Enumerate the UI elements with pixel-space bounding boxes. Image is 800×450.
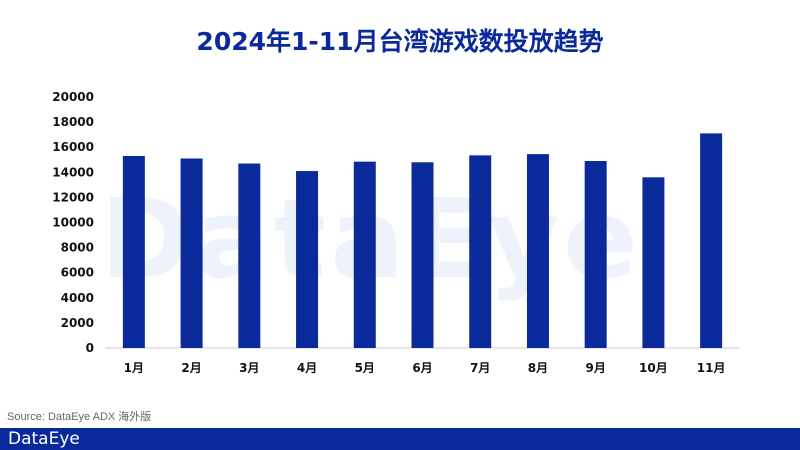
x-tick-label: 5月 bbox=[355, 361, 375, 375]
y-tick-label: 18000 bbox=[52, 115, 94, 129]
y-tick-label: 12000 bbox=[52, 190, 94, 204]
x-tick-label: 4月 bbox=[297, 361, 317, 375]
bar bbox=[180, 158, 203, 348]
y-tick-label: 8000 bbox=[61, 241, 94, 255]
source-note: Source: DataEye ADX 海外版 bbox=[7, 411, 152, 423]
x-tick-label: 3月 bbox=[239, 361, 259, 375]
y-tick-label: 0 bbox=[86, 341, 94, 355]
x-tick-label: 10月 bbox=[639, 361, 668, 375]
x-tick-label: 8月 bbox=[528, 361, 548, 375]
y-tick-label: 16000 bbox=[52, 140, 94, 154]
x-tick-label: 7月 bbox=[470, 361, 490, 375]
x-tick-label: 11月 bbox=[697, 361, 726, 375]
bar bbox=[122, 155, 145, 348]
bar bbox=[526, 154, 549, 348]
x-tick-label: 1月 bbox=[124, 361, 144, 375]
bar bbox=[700, 133, 723, 348]
y-tick-label: 14000 bbox=[52, 165, 94, 179]
y-tick-label: 10000 bbox=[52, 216, 94, 230]
x-tick-label: 2月 bbox=[181, 361, 201, 375]
chart-title: 2024年1-11月台湾游戏数投放趋势 bbox=[196, 27, 604, 56]
bar bbox=[353, 161, 376, 348]
y-tick-label: 6000 bbox=[61, 266, 94, 280]
footer-bar: DataEye bbox=[0, 428, 800, 450]
y-tick-label: 20000 bbox=[52, 90, 94, 104]
bar bbox=[642, 177, 665, 348]
bar bbox=[238, 163, 261, 348]
x-tick-label: 9月 bbox=[586, 361, 606, 375]
y-tick-label: 4000 bbox=[61, 291, 94, 305]
bar bbox=[469, 155, 492, 348]
x-tick-label: 6月 bbox=[412, 361, 432, 375]
bar bbox=[411, 162, 434, 348]
y-tick-label: 2000 bbox=[61, 316, 94, 330]
bar bbox=[296, 171, 319, 348]
bar bbox=[584, 161, 607, 348]
brand-logo: DataEye bbox=[8, 429, 80, 449]
bar-chart: 0 2000 4000 6000 8000 10000 12000 14000 16000 180… bbox=[52, 90, 740, 375]
